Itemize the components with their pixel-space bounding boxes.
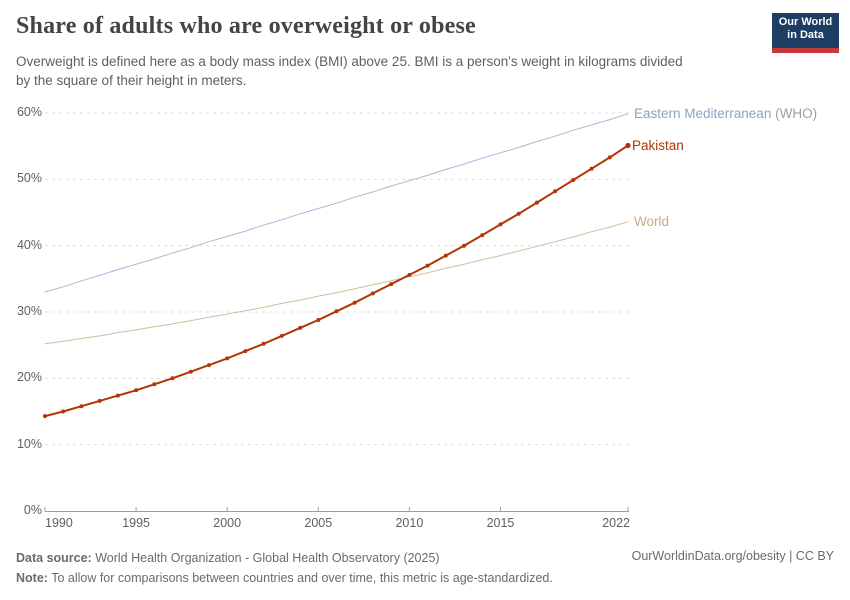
x-tick-label: 1995: [122, 516, 150, 530]
legend-label-pakistan[interactable]: Pakistan: [632, 137, 684, 153]
data-point[interactable]: [625, 142, 631, 149]
data-point[interactable]: [61, 409, 66, 414]
data-point[interactable]: [97, 398, 102, 403]
data-point[interactable]: [43, 414, 47, 419]
y-tick-label: 0%: [23, 503, 42, 517]
y-tick-label: 40%: [16, 237, 42, 252]
x-tick-label: 2000: [213, 516, 242, 530]
data-point[interactable]: [261, 341, 266, 346]
series-line-world[interactable]: [44, 221, 629, 345]
data-point[interactable]: [79, 404, 84, 409]
data-point[interactable]: [134, 388, 139, 393]
data-point[interactable]: [115, 393, 120, 398]
logo-line-1: Our World: [778, 16, 833, 28]
chart-subtitle: Overweight is defined here as a body mas…: [16, 52, 683, 90]
data-point[interactable]: [352, 300, 357, 305]
x-tick-label: 2010: [395, 516, 424, 530]
data-point[interactable]: [607, 155, 612, 160]
data-source-line: Data source: World Health Organization -…: [16, 551, 440, 565]
y-tick-label: 10%: [16, 436, 42, 451]
legend-label-world[interactable]: World: [634, 213, 670, 229]
y-tick-label: 60%: [16, 105, 42, 119]
data-point[interactable]: [243, 349, 248, 354]
subtitle-line-2: by the square of their height in meters.: [16, 73, 247, 88]
data-point[interactable]: [334, 309, 339, 314]
owid-link[interactable]: OurWorldinData.org/obesity | CC BY: [631, 549, 834, 563]
data-point[interactable]: [225, 356, 230, 361]
data-point[interactable]: [571, 178, 576, 182]
data-point[interactable]: [152, 382, 157, 387]
data-point[interactable]: [553, 189, 558, 194]
x-tick-label: 2005: [304, 516, 333, 530]
data-point[interactable]: [534, 200, 539, 205]
data-point[interactable]: [589, 166, 594, 171]
data-point[interactable]: [370, 291, 375, 296]
footer-text: Data source: World Health Organization -…: [16, 549, 553, 588]
subtitle-line-1: Overweight is defined here as a body mas…: [16, 54, 683, 69]
data-point[interactable]: [389, 282, 394, 287]
legend-label-eastern-mediterranean[interactable]: Eastern Mediterranean (WHO): [634, 105, 818, 121]
data-point[interactable]: [462, 243, 466, 248]
page-title: Share of adults who are overweight or ob…: [16, 13, 476, 39]
data-point[interactable]: [480, 233, 485, 238]
y-tick-label: 30%: [16, 304, 42, 318]
x-tick-label: 1990: [45, 516, 73, 530]
x-tick-label: 2022: [602, 516, 630, 530]
note-line: Note: To allow for comparisons between c…: [16, 570, 553, 585]
data-point[interactable]: [188, 369, 193, 374]
data-point[interactable]: [316, 318, 321, 322]
data-point[interactable]: [443, 253, 448, 258]
y-tick-label: 50%: [16, 171, 42, 186]
data-point[interactable]: [170, 376, 175, 381]
data-point[interactable]: [425, 263, 430, 268]
logo-line-2: in Data: [787, 29, 824, 41]
data-point[interactable]: [498, 222, 503, 227]
series-line-pakistan[interactable]: [44, 144, 629, 418]
data-point[interactable]: [279, 333, 284, 338]
data-point[interactable]: [407, 272, 412, 277]
data-point[interactable]: [207, 363, 211, 368]
y-tick-label: 20%: [16, 370, 42, 385]
data-point[interactable]: [516, 211, 521, 216]
x-tick-label: 2015: [486, 516, 515, 530]
data-point[interactable]: [298, 325, 303, 330]
owid-logo[interactable]: Our World in Data: [772, 13, 839, 53]
series-line-eastern-mediterranean[interactable]: [44, 113, 629, 293]
